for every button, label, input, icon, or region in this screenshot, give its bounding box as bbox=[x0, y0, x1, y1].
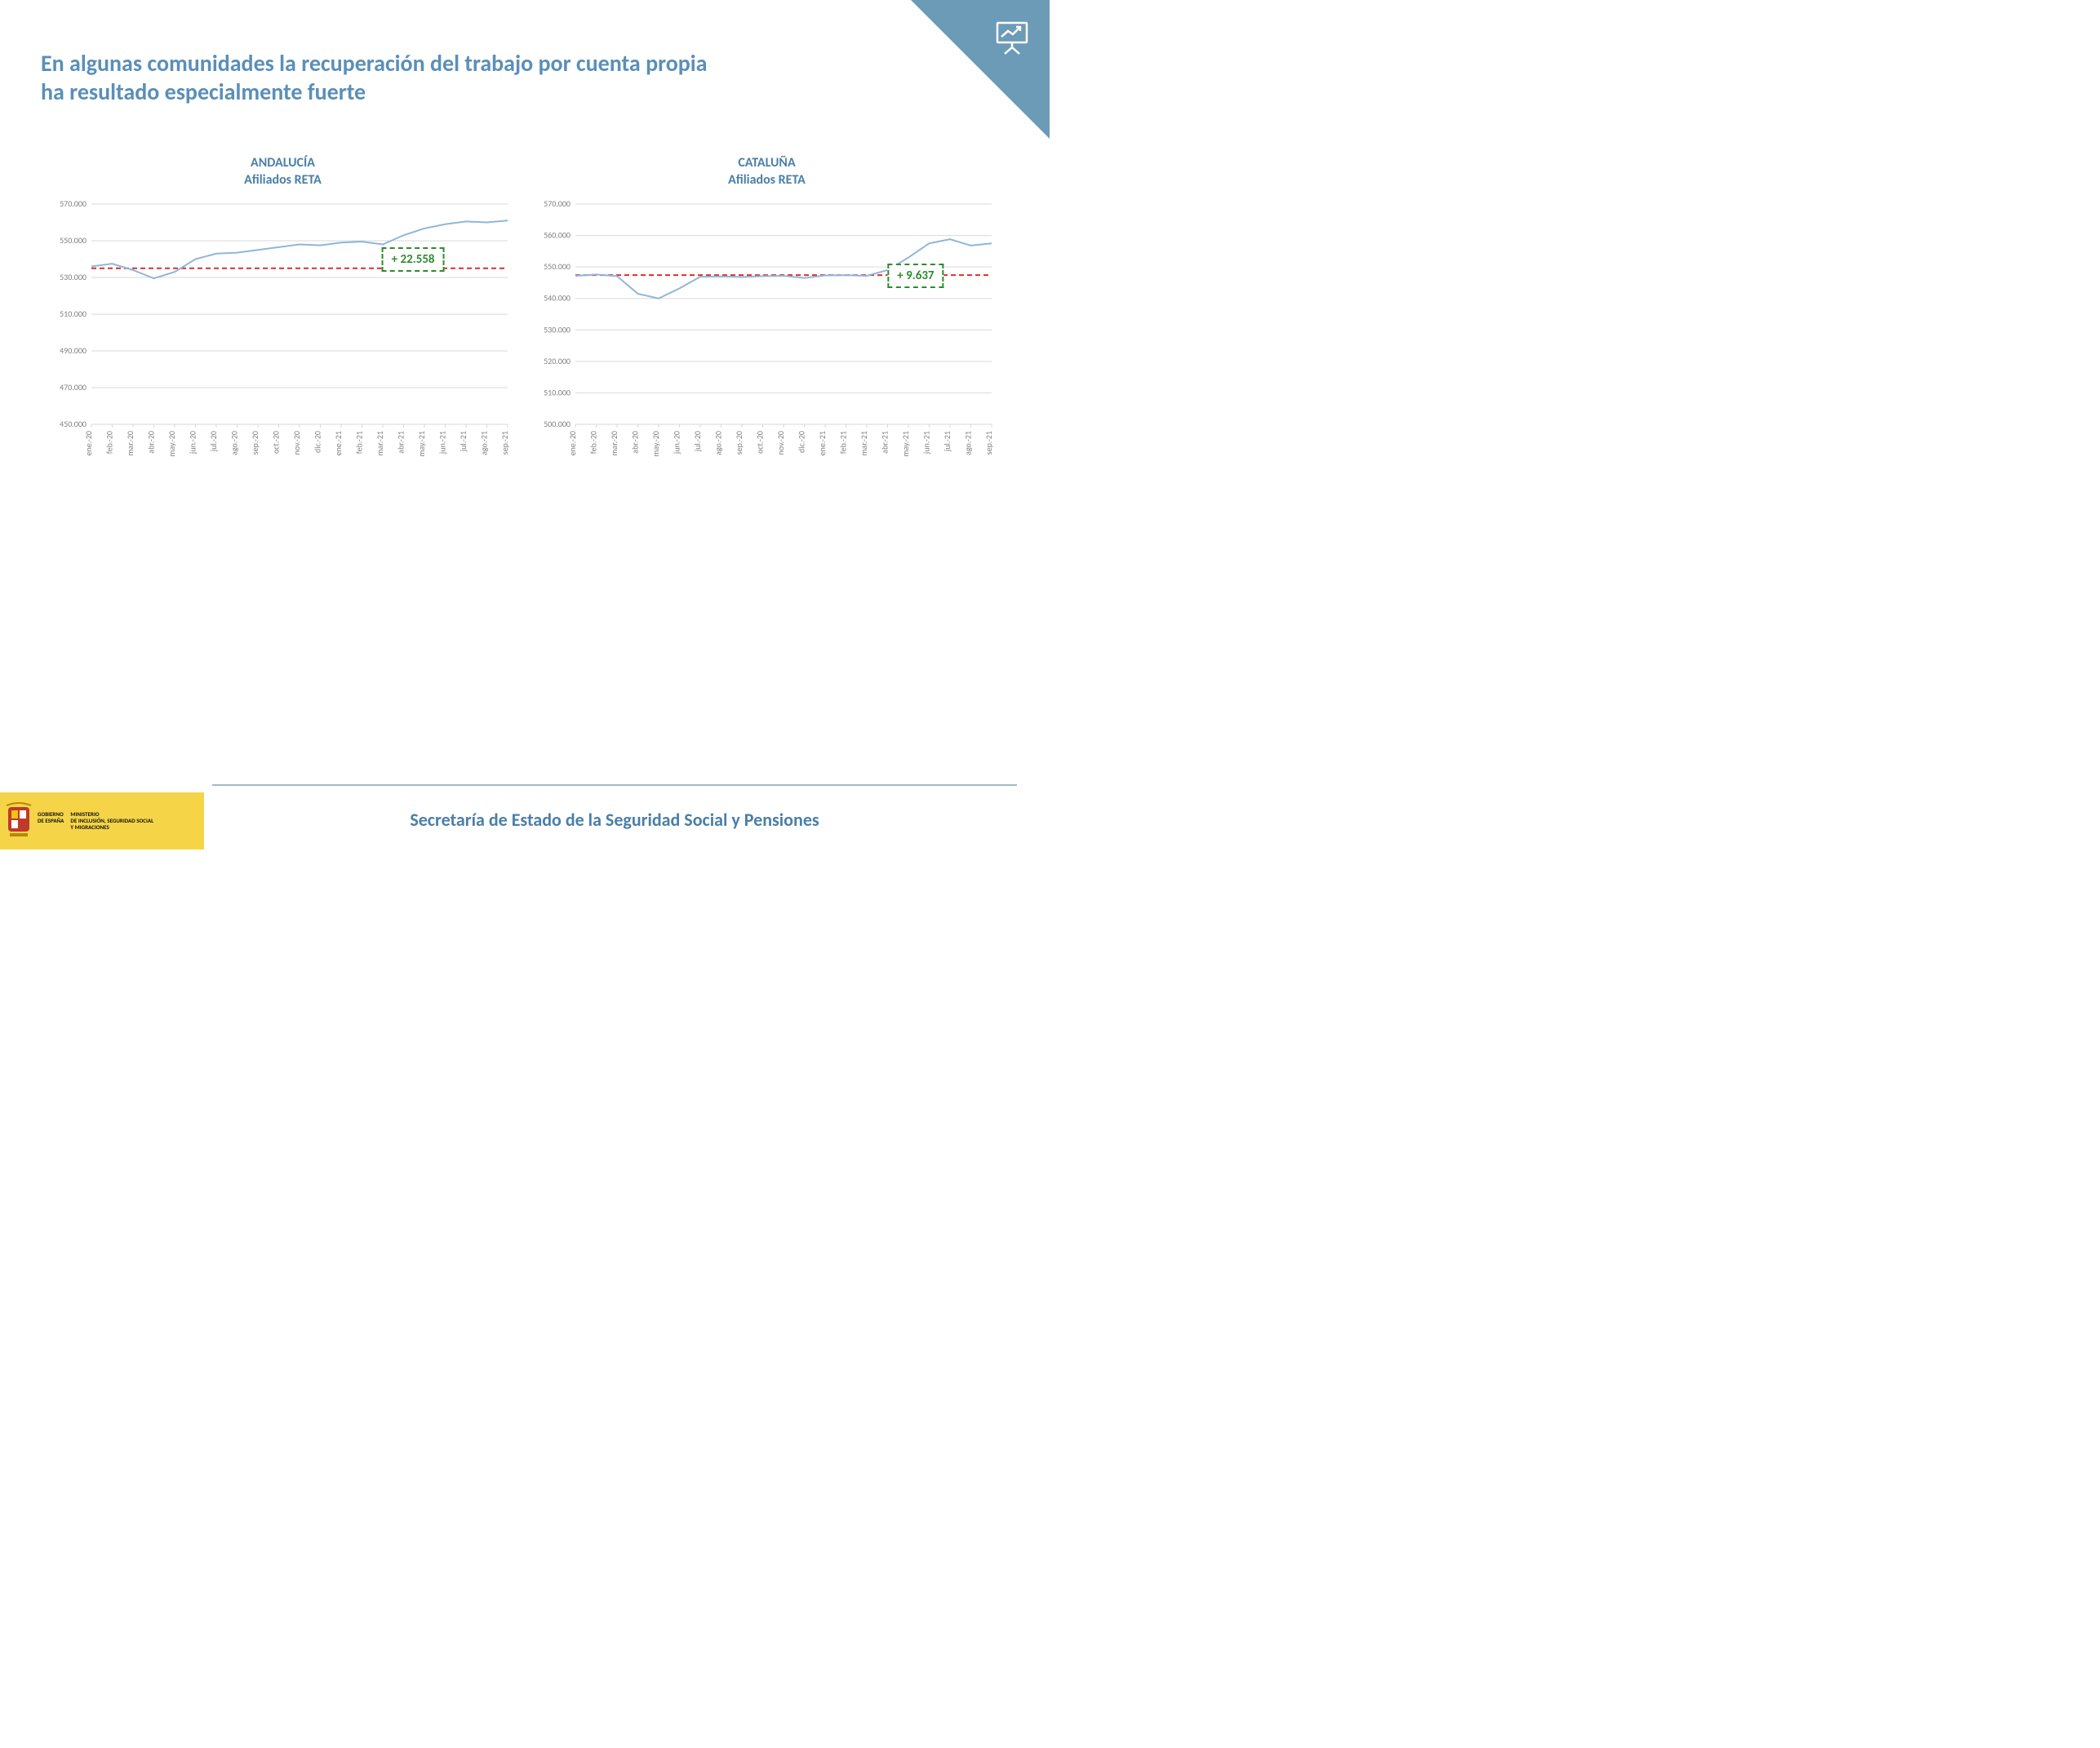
svg-text:jul.-20: jul.-20 bbox=[208, 431, 219, 452]
chart-title: ANDALUCÍA Afiliados RETA bbox=[244, 155, 322, 189]
gov-right-3: Y MIGRACIONES bbox=[70, 824, 153, 831]
svg-text:450.000: 450.000 bbox=[60, 419, 87, 429]
svg-text:may.-20: may.-20 bbox=[650, 431, 661, 457]
svg-text:feb.-20: feb.-20 bbox=[588, 431, 598, 454]
footer: GOBIERNO DE ESPAÑA MINISTERIO DE INCLUSI… bbox=[0, 784, 1050, 874]
chart-title: CATALUÑA Afiliados RETA bbox=[728, 155, 806, 189]
svg-text:540.000: 540.000 bbox=[544, 292, 571, 303]
svg-text:500.000: 500.000 bbox=[544, 419, 571, 429]
svg-text:550.000: 550.000 bbox=[60, 235, 87, 246]
svg-text:jun.-20: jun.-20 bbox=[187, 431, 198, 455]
svg-text:feb.-21: feb.-21 bbox=[353, 431, 364, 454]
svg-text:oct.-20: oct.-20 bbox=[754, 431, 765, 454]
svg-text:mar.-21: mar.-21 bbox=[375, 431, 385, 455]
svg-text:530.000: 530.000 bbox=[60, 272, 87, 282]
gov-logo-block: GOBIERNO DE ESPAÑA MINISTERIO DE INCLUSI… bbox=[0, 792, 204, 850]
svg-text:nov.-20: nov.-20 bbox=[291, 431, 302, 455]
svg-text:550.000: 550.000 bbox=[544, 261, 571, 272]
svg-text:sep.-20: sep.-20 bbox=[734, 431, 744, 455]
svg-text:may.-20: may.-20 bbox=[166, 431, 177, 457]
chart-canvas: 500.000 510.000 520.000 530.000 540.000 550.0… bbox=[535, 196, 1000, 473]
svg-text:mar.-20: mar.-20 bbox=[609, 431, 619, 455]
svg-text:570.000: 570.000 bbox=[60, 198, 87, 209]
gov-left-2: DE ESPAÑA bbox=[38, 818, 64, 824]
svg-text:ago.-20: ago.-20 bbox=[713, 431, 723, 455]
chart-andalucia: ANDALUCÍA Afiliados RETA 450.000470.0004… bbox=[49, 155, 517, 473]
svg-text:470.000: 470.000 bbox=[60, 382, 87, 393]
chart-title-line1: CATALUÑA bbox=[738, 155, 795, 171]
svg-text:ene.-20: ene.-20 bbox=[567, 431, 578, 455]
svg-text:ago.-21: ago.-21 bbox=[962, 431, 973, 455]
svg-text:nov.-20: nov.-20 bbox=[775, 431, 786, 455]
svg-text:jul.-20: jul.-20 bbox=[692, 431, 703, 452]
svg-text:jul.-21: jul.-21 bbox=[942, 431, 952, 452]
svg-text:490.000: 490.000 bbox=[60, 345, 87, 356]
delta-label: + 22.558 bbox=[382, 247, 445, 272]
svg-text:510.000: 510.000 bbox=[544, 387, 571, 397]
page-title: En algunas comunidades la recuperación d… bbox=[41, 49, 735, 106]
svg-text:abr.-21: abr.-21 bbox=[879, 431, 890, 454]
svg-text:sep.-21: sep.-21 bbox=[983, 431, 994, 455]
footer-title: Secretaría de Estado de la Seguridad Soc… bbox=[212, 809, 1017, 831]
svg-text:ene.-21: ene.-21 bbox=[817, 431, 828, 455]
svg-text:530.000: 530.000 bbox=[544, 324, 571, 335]
svg-text:ago.-21: ago.-21 bbox=[478, 431, 489, 455]
svg-text:sep.-20: sep.-20 bbox=[250, 431, 260, 455]
footer-rule bbox=[212, 784, 1017, 786]
coat-of-arms-icon bbox=[5, 802, 33, 840]
svg-text:mar.-21: mar.-21 bbox=[859, 431, 869, 455]
svg-text:abr.-20: abr.-20 bbox=[145, 431, 156, 454]
chart-title-line2: Afiliados RETA bbox=[728, 172, 806, 188]
svg-text:dic.-20: dic.-20 bbox=[796, 431, 806, 453]
chart-svg: 500.000 510.000 520.000 530.000 540.000 550.0… bbox=[535, 196, 1000, 473]
svg-text:ene.-20: ene.-20 bbox=[83, 431, 94, 455]
slide: En algunas comunidades la recuperación d… bbox=[0, 0, 1050, 874]
svg-text:abr.-21: abr.-21 bbox=[395, 431, 406, 454]
chart-title-line2: Afiliados RETA bbox=[244, 172, 322, 188]
svg-text:mar.-20: mar.-20 bbox=[125, 431, 135, 455]
svg-text:560.000: 560.000 bbox=[544, 229, 571, 240]
svg-text:570.000: 570.000 bbox=[544, 198, 571, 209]
chart-cataluna: CATALUÑA Afiliados RETA 500.000 510.000 52… bbox=[533, 155, 1001, 473]
svg-text:jul.-21: jul.-21 bbox=[458, 431, 468, 452]
svg-text:jun.-21: jun.-21 bbox=[437, 431, 447, 455]
svg-text:feb.-21: feb.-21 bbox=[837, 431, 848, 454]
svg-text:abr.-20: abr.-20 bbox=[629, 431, 640, 454]
charts-row: ANDALUCÍA Afiliados RETA 450.000470.0004… bbox=[41, 155, 1009, 473]
svg-text:may.-21: may.-21 bbox=[416, 431, 427, 457]
chart-svg: 450.000 470.000 490.000 510.000 530.000 550.0… bbox=[51, 196, 516, 473]
gov-text: GOBIERNO DE ESPAÑA MINISTERIO DE INCLUSI… bbox=[38, 811, 153, 830]
svg-text:may.-21: may.-21 bbox=[900, 431, 911, 457]
presentation-growth-icon bbox=[992, 18, 1032, 61]
svg-text:sep.-21: sep.-21 bbox=[499, 431, 510, 455]
svg-text:ene.-21: ene.-21 bbox=[333, 431, 344, 455]
svg-text:feb.-20: feb.-20 bbox=[104, 431, 114, 454]
chart-canvas: 450.000 470.000 490.000 510.000 530.000 550.0… bbox=[51, 196, 516, 473]
svg-text:oct.-20: oct.-20 bbox=[270, 431, 281, 454]
chart-title-line1: ANDALUCÍA bbox=[251, 155, 315, 171]
svg-text:510.000: 510.000 bbox=[60, 308, 87, 319]
svg-text:jun.-20: jun.-20 bbox=[671, 431, 682, 455]
svg-text:ago.-20: ago.-20 bbox=[229, 431, 239, 455]
svg-text:jun.-21: jun.-21 bbox=[921, 431, 931, 455]
svg-text:520.000: 520.000 bbox=[544, 355, 571, 366]
svg-text:dic.-20: dic.-20 bbox=[312, 431, 322, 453]
delta-label: + 9.637 bbox=[887, 264, 943, 288]
